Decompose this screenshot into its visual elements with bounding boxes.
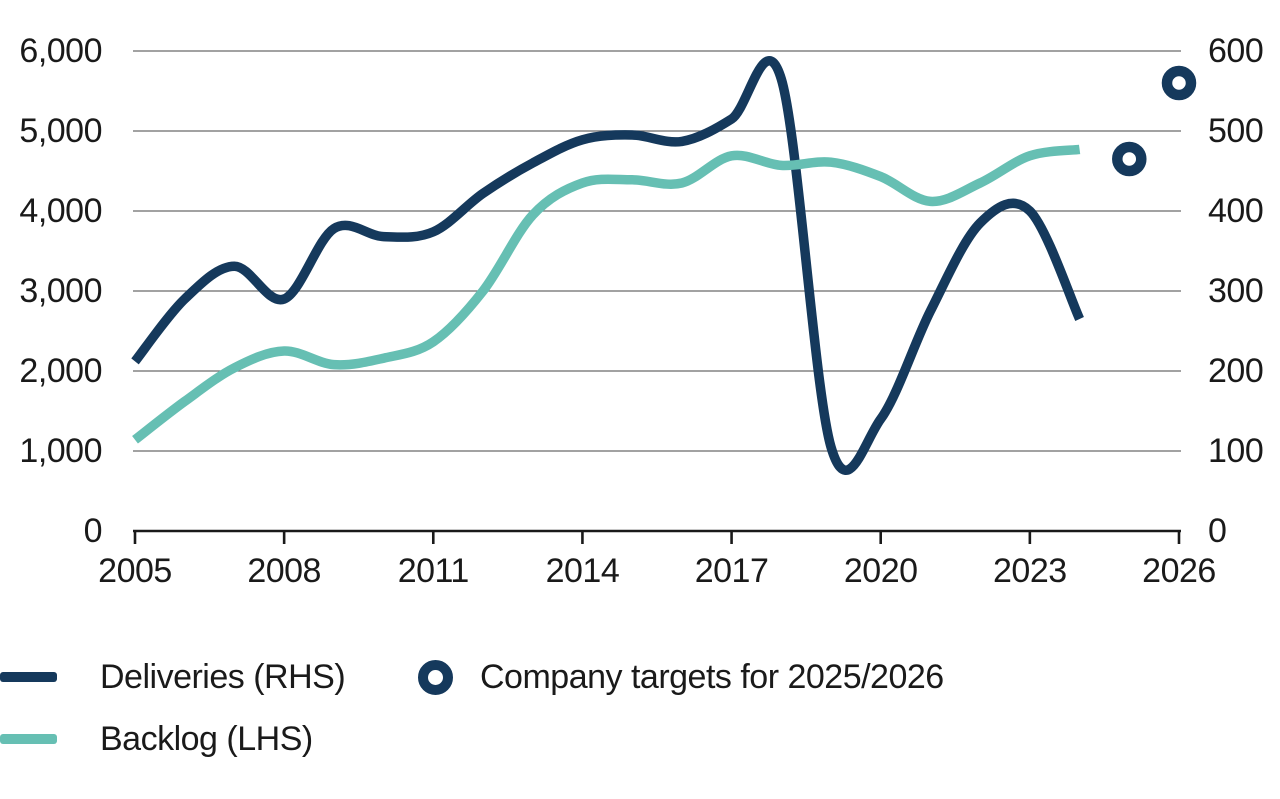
x-tick-label: 2008 <box>247 552 321 590</box>
y-right-tick-label: 300 <box>1208 272 1264 310</box>
x-tick-label: 2026 <box>1142 552 1216 590</box>
y-left-tick-label: 5,000 <box>19 112 102 150</box>
deliveries-line <box>131 55 1084 475</box>
y-right-tick-label: 600 <box>1208 32 1264 70</box>
y-right-tick-label: 200 <box>1208 352 1264 390</box>
x-tick-label: 2020 <box>843 552 918 590</box>
target-marker-2026 <box>1161 65 1197 101</box>
legend-label-deliveries: Deliveries (RHS) <box>100 658 346 696</box>
x-tick-label: 2011 <box>397 552 470 590</box>
y-left-tick-label: 1,000 <box>19 432 102 470</box>
y-left-tick-label: 3,000 <box>19 272 102 310</box>
dual-axis-line-chart <box>131 50 1197 544</box>
y-right-tick-label: 400 <box>1208 192 1264 230</box>
legend-label-backlog: Backlog (LHS) <box>100 720 313 758</box>
target-ring-icon <box>418 660 453 695</box>
target-marker-2025 <box>1112 141 1147 177</box>
backlog-line <box>132 144 1081 444</box>
x-tick-label: 2017 <box>694 552 769 590</box>
backlog-line-swatch <box>0 734 57 744</box>
x-tick-label: 2005 <box>98 552 172 590</box>
y-right-tick-label: 100 <box>1208 432 1264 470</box>
legend-label-targets: Company targets for 2025/2026 <box>480 658 944 696</box>
y-right-tick-label: 500 <box>1208 112 1264 150</box>
deliveries-line-swatch <box>0 672 57 682</box>
y-left-tick-label: 6,000 <box>19 32 102 70</box>
x-tick-label: 2014 <box>545 552 620 590</box>
x-tick-label: 2023 <box>993 552 1067 590</box>
y-left-tick-label: 0 <box>83 512 103 550</box>
y-left-tick-label: 4,000 <box>19 192 102 230</box>
y-left-tick-label: 2,000 <box>19 352 102 390</box>
y-right-tick-label: 0 <box>1208 512 1227 550</box>
